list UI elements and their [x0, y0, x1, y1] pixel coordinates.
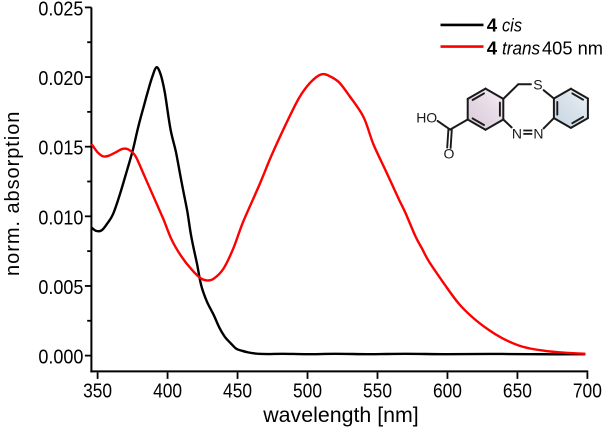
- svg-text:S: S: [533, 77, 542, 93]
- svg-text:wavelength [nm]: wavelength [nm]: [262, 404, 419, 427]
- svg-text:norm. absorption: norm. absorption: [2, 111, 24, 276]
- svg-text:350: 350: [83, 381, 112, 403]
- svg-text:0.025: 0.025: [38, 0, 83, 20]
- svg-text:700: 700: [573, 381, 602, 403]
- svg-text:HO: HO: [416, 109, 437, 125]
- svg-text:0.000: 0.000: [38, 347, 83, 369]
- svg-text:550: 550: [363, 381, 392, 403]
- svg-text:600: 600: [433, 381, 462, 403]
- svg-text:0.020: 0.020: [38, 68, 83, 90]
- svg-text:0.010: 0.010: [38, 207, 83, 229]
- svg-text:450: 450: [223, 381, 252, 403]
- svg-text:N: N: [512, 125, 522, 141]
- svg-text:O: O: [443, 145, 454, 161]
- svg-text:0.005: 0.005: [38, 277, 83, 299]
- svg-text:500: 500: [293, 381, 322, 403]
- svg-text:0.015: 0.015: [38, 138, 83, 160]
- svg-text:N: N: [533, 125, 543, 141]
- svg-text:400: 400: [153, 381, 182, 403]
- svg-text:650: 650: [503, 381, 532, 403]
